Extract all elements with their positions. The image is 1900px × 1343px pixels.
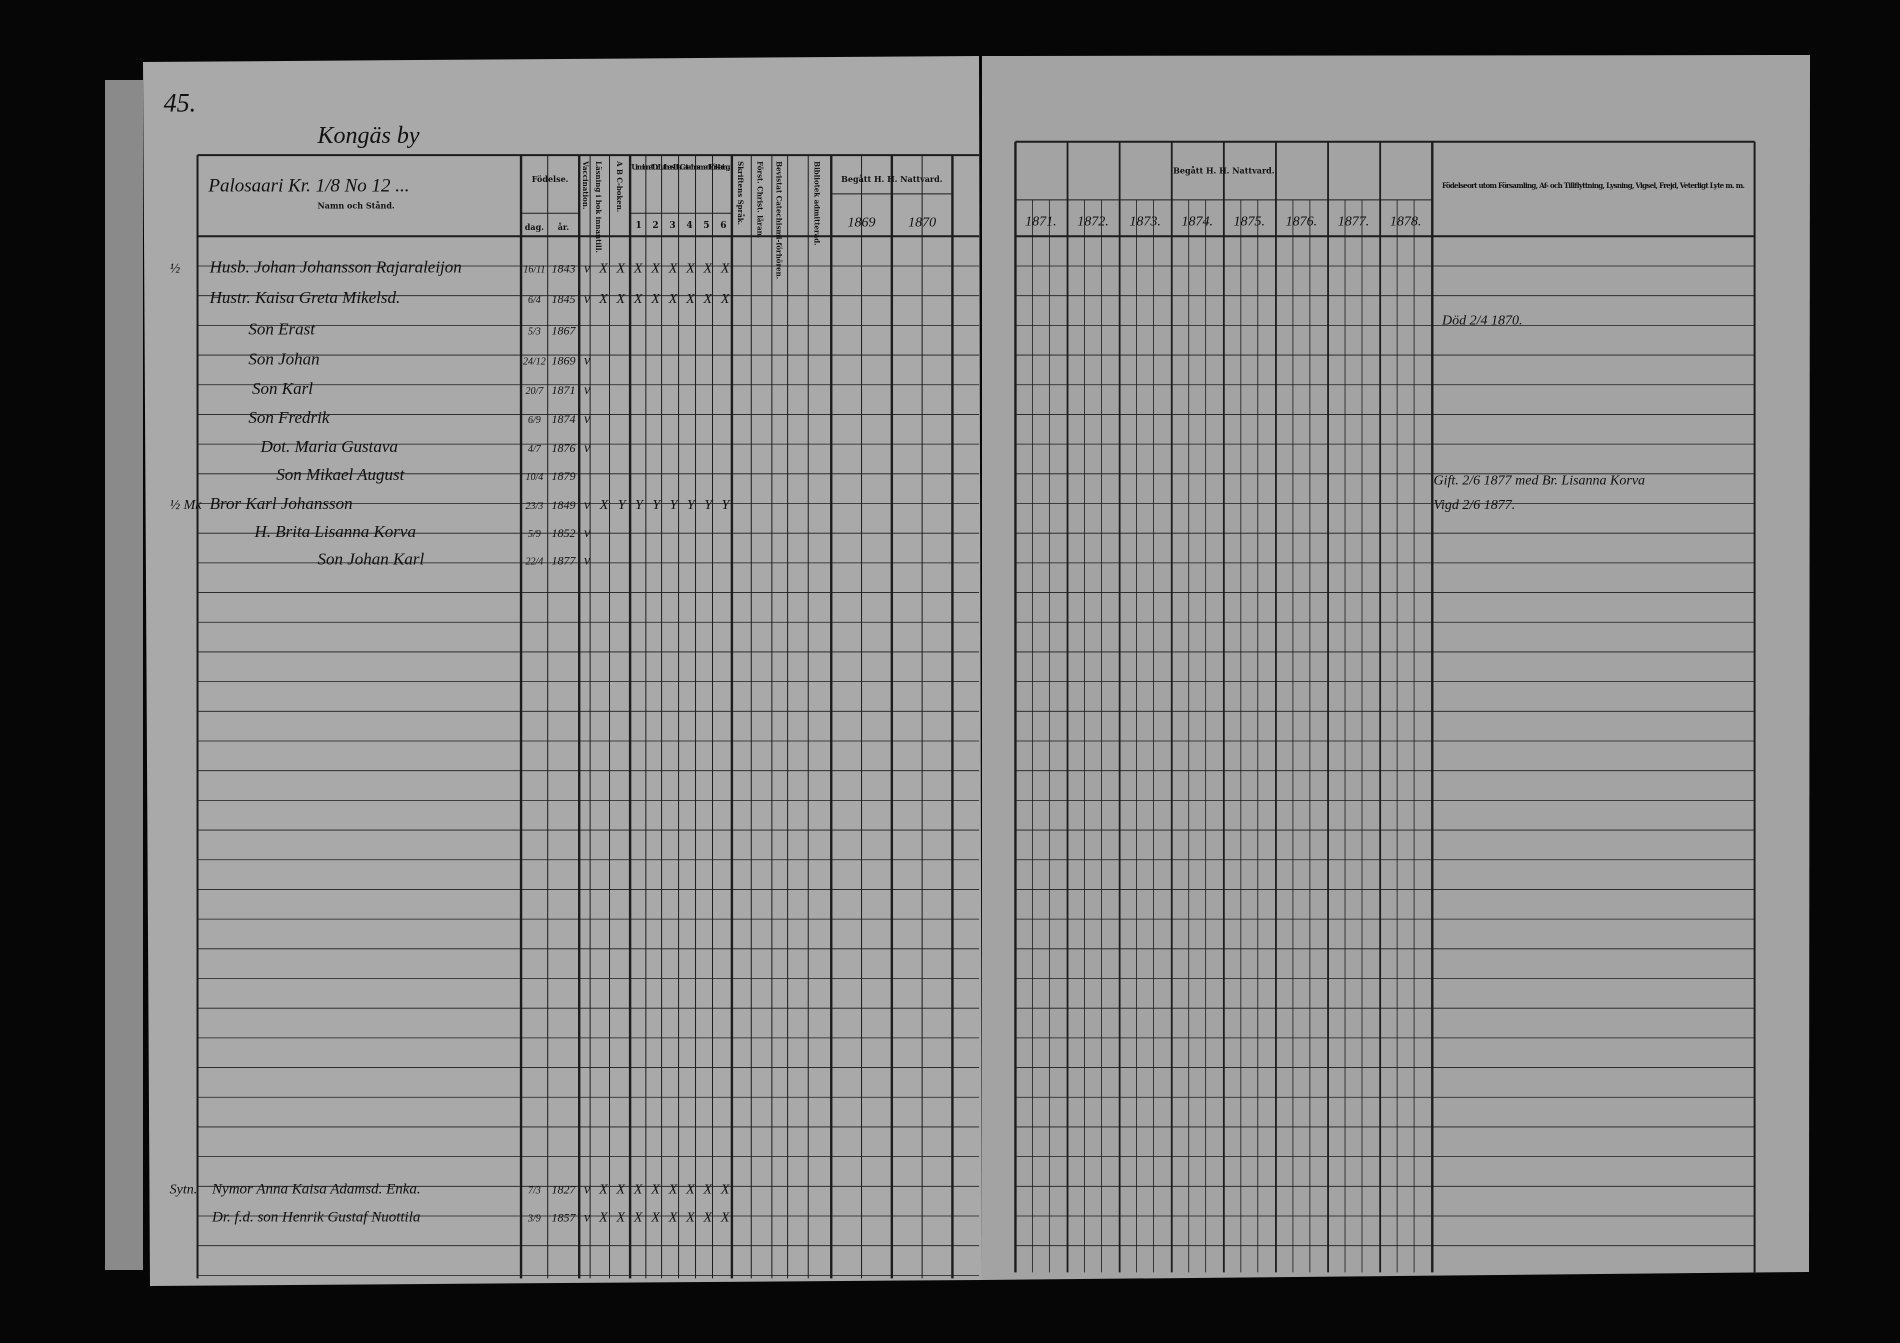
column-header: Bibliotek admitterad. (812, 161, 821, 245)
person-name: Son Johan Karl (317, 550, 424, 569)
year: 1876. (1286, 214, 1318, 229)
year: 1874. (1181, 214, 1213, 229)
year: 1871. (1025, 214, 1057, 229)
birth-year: 1874 (551, 412, 575, 426)
column-header: 5 (703, 221, 709, 231)
note: Vigd 2/6 1877. (1433, 498, 1515, 513)
birth-day: 24/12 (523, 357, 546, 368)
person-name: Son Mikael August (276, 465, 405, 484)
household: Palosaari Kr. 1/8 No 12 ... (207, 175, 409, 196)
row-note: ½ (170, 262, 181, 277)
year: 1878. (1390, 214, 1422, 229)
right-page (982, 55, 1810, 1280)
column-header: Bevistat Catechismi-förhören. (775, 161, 784, 279)
year: 1873. (1129, 214, 1161, 229)
column-header: Begått H. H. Nattvard. (841, 174, 943, 184)
year: 1875. (1234, 214, 1266, 229)
marks: v (584, 554, 591, 569)
birth-day: 3/9 (527, 1213, 541, 1224)
column-header: 2 (652, 221, 658, 231)
person-name: Son Karl (252, 379, 313, 398)
marks: v X X X X X X X X (584, 1183, 730, 1198)
year: 1872. (1077, 214, 1109, 229)
birth-year: 1879 (551, 469, 575, 483)
person-name: Hustr. Kaisa Greta Mikelsd. (209, 288, 401, 307)
column-header: A B C-boken. (615, 160, 624, 212)
birth-day: 20/7 (525, 386, 544, 397)
column-header: 3 (669, 221, 675, 231)
birth-day: 5/3 (528, 326, 541, 337)
birth-day: 6/9 (528, 415, 541, 426)
birth-year: 1876 (551, 441, 575, 455)
column-header: Först. Christ. läran. (755, 161, 764, 238)
column-header: Födelseort utom Församling, Af- och Till… (1442, 181, 1745, 190)
page-number: 45. (164, 88, 197, 117)
year: 1877. (1338, 214, 1370, 229)
year: 1869 (848, 216, 876, 231)
text-layer: 45. Kongäs by Palosaari Kr. 1/8 No 12 ... N… (164, 88, 1745, 1225)
column-header: Namn och Stånd. (317, 200, 394, 210)
marks: v X X X X X X X X (584, 292, 730, 307)
page-edge (105, 80, 143, 1270)
marks: v X X X X X X X X (584, 262, 730, 277)
marks: v X Y Y Y Y Y Y Y (584, 498, 732, 513)
birth-year: 1877 (551, 554, 576, 568)
column-header: Läsning i bok innantill. (594, 161, 603, 253)
person-name: Nymor Anna Kaisa Adamsd. Enka. (211, 1182, 421, 1198)
birth-year: 1843 (551, 262, 575, 276)
person-name: Son Fredrik (248, 408, 330, 427)
column-header: 6 (720, 221, 726, 231)
row-note: ½ Mk (170, 498, 203, 513)
person-name: H. Brita Lisanna Korva (253, 522, 416, 541)
column-header: år. (558, 222, 570, 232)
marks: v (584, 412, 591, 427)
column-header: dag. (525, 222, 544, 232)
birth-year: 1852 (551, 526, 575, 540)
person-name: Son Erast (248, 319, 316, 338)
column-header: Skriftens Språk. (736, 161, 745, 225)
birth-day: 16/11 (523, 265, 545, 276)
birth-day: 6/4 (528, 295, 541, 306)
person-name: Husb. Johan Johansson Rajaraleijon (209, 258, 462, 277)
birth-day: 4/7 (528, 444, 542, 455)
marks: v (584, 354, 591, 369)
birth-year: 1857 (551, 1210, 576, 1224)
birth-year: 1845 (551, 292, 575, 306)
birth-year: 1827 (551, 1183, 576, 1197)
left-page (143, 56, 982, 1286)
column-header: Vaccination. (581, 160, 590, 209)
birth-year: 1867 (551, 323, 576, 337)
column-header: Ur minnet Dr Luthers Lilla Catechos med … (631, 163, 730, 172)
village: Kongäs by (316, 123, 419, 149)
ruling (196, 140, 1756, 1279)
column-header: 4 (686, 221, 692, 231)
birth-day: 23/3 (525, 501, 543, 512)
year: 1870 (908, 216, 936, 231)
birth-day: 22/4 (525, 557, 543, 568)
marks: v X X X X X X X X (584, 1210, 730, 1225)
person-name: Bror Karl Johansson (210, 494, 353, 513)
person-name: Son Johan (248, 350, 319, 369)
birth-day: 7/3 (528, 1186, 541, 1197)
note: Gift. 2/6 1877 med Br. Lisanna Korva (1433, 474, 1645, 489)
note: Död 2/4 1870. (1441, 314, 1523, 329)
birth-year: 1871 (551, 383, 575, 397)
birth-day: 5/9 (528, 529, 541, 540)
birth-year: 1869 (551, 354, 575, 368)
marks: v (584, 441, 591, 456)
person-name: Dot. Maria Gustava (260, 437, 398, 456)
column-header: 1 (635, 221, 641, 231)
column-header: Begått H. H. Nattvard. (1173, 165, 1275, 175)
birth-year: 1849 (551, 498, 575, 512)
birth-day: 10/4 (525, 472, 543, 483)
row-note: Sytn. (170, 1183, 198, 1198)
column-header: Födelse. (532, 174, 569, 184)
marks: v (584, 526, 591, 541)
marks: v (584, 383, 591, 398)
person-name: Dr. f.d. son Henrik Gustaf Nuottila (211, 1209, 420, 1225)
